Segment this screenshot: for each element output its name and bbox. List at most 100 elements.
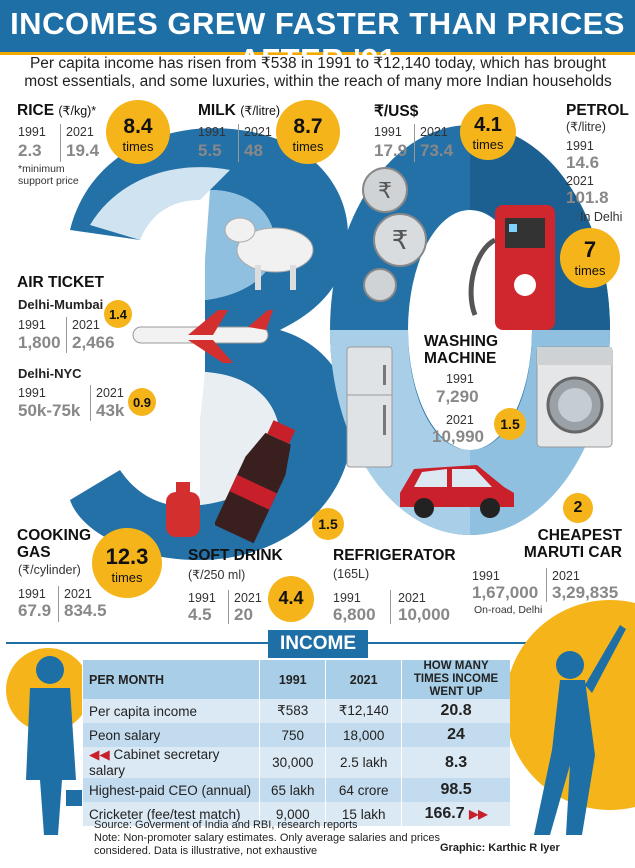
svg-text:₹: ₹ [392,226,409,256]
col-times: HOW MANY TIMES INCOME WENT UP [401,660,510,699]
air-r2-year-1991: 1991 [18,386,46,400]
air-route-delhi-mumbai: Delhi-Mumbai [18,297,104,312]
car-value-2021: 3,29,835 [552,583,619,602]
rice-value-1991: 2.3 [18,141,42,160]
fridge-year-1991: 1991 [333,591,361,605]
air-r2-times-badge: 0.9 [128,388,156,416]
soft-drink-label: SOFT DRINK [188,547,283,564]
row-1991: 9,000 [259,802,326,826]
milk-year-2021: 2021 [244,125,272,139]
refrigerator-label: REFRIGERATOR [333,547,456,564]
col-1991: 1991 [259,660,326,699]
row-2021: 2.5 lakh [325,747,402,778]
row-label: Highest-paid CEO (annual) [81,778,260,802]
car-note: On-road, Delhi [474,604,543,616]
page-title: INCOMES GREW FASTER THAN PRICES AFTER '9… [10,6,625,77]
rice-label: RICE (₹/kg)* [17,102,97,119]
row-times: 20.8 [401,699,510,723]
rewind-icon: ◀◀ [89,747,110,762]
milk-divider [238,124,239,162]
washing-value-2021: 10,990 [432,427,484,446]
rice-year-2021: 2021 [66,125,94,139]
gas-year-1991: 1991 [18,587,46,601]
soft-value-2021: 20 [234,605,253,624]
petrol-label: PETROL [566,102,629,119]
col-per-month: PER MONTH [81,660,260,699]
gas-unit: (₹/cylinder) [18,563,81,577]
cooking-gas-label: COOKING GAS [17,527,92,561]
petrol-year-2021: 2021 [566,174,594,188]
rupee-divider [414,124,415,162]
intro-text: Per capita income has risen from ₹538 in… [24,55,612,90]
washing-year-2021: 2021 [446,413,474,427]
soft-drink-icon [215,420,296,544]
air-r1-divider [66,317,67,353]
milk-label: MILK (₹/litre) [198,102,281,119]
row-2021: ₹12,140 [325,699,402,723]
fridge-year-2021: 2021 [398,591,426,605]
washing-year-1991: 1991 [446,372,474,386]
car-divider [546,568,547,602]
milk-year-1991: 1991 [198,125,226,139]
air-r1-year-2021: 2021 [72,318,100,332]
washing-times-badge: 1.5 [494,408,526,440]
car-icon [400,465,514,518]
rice-times-badge: 8.4 times [106,100,170,164]
row-times: 24 [401,723,510,747]
row-1991: 750 [259,723,326,747]
row-times: 8.3 [401,747,510,778]
air-r2-divider [90,385,91,421]
gas-times-badge: 12.3 times [92,528,162,598]
soft-value-1991: 4.5 [188,605,212,624]
gas-value-2021: 834.5 [64,601,107,620]
row-2021: 64 crore [325,778,402,802]
air-route-delhi-nyc: Delhi-NYC [18,366,82,381]
row-times: 98.5 [401,778,510,802]
rice-year-1991: 1991 [18,125,46,139]
air-r2-value-2021: 43k [96,401,125,420]
petrol-unit: (₹/litre) [566,120,606,134]
air-r1-value-2021: 2,466 [72,333,115,352]
fridge-unit: (165L) [333,567,370,581]
coins-icon: ₹ ₹ [362,167,427,302]
income-header-row: PER MONTH 1991 2021 HOW MANY TIMES INCOM… [81,660,510,699]
airplane-icon [132,310,273,363]
graphic-credit: Graphic: Karthic R Iyer [440,842,560,854]
petrol-value-1991: 14.6 [566,153,600,172]
car-year-2021: 2021 [552,569,580,583]
income-table-wrap: PER MONTH 1991 2021 HOW MANY TIMES INCOM… [81,660,510,826]
fridge-value-1991: 6,800 [333,605,376,624]
income-table: PER MONTH 1991 2021 HOW MANY TIMES INCOM… [81,660,510,826]
air-r1-value-1991: 1,800 [18,333,61,352]
soft-year-1991: 1991 [188,591,216,605]
rupee-label: ₹/US$ [374,103,419,120]
row-label: Peon salary [81,723,260,747]
row-label: ◀◀ Cabinet secretary salary [81,747,260,778]
refrigerator-icon [346,346,393,468]
disclaimer-text: Note: Non-promoter salary estimates. Onl… [94,832,441,857]
soft-drink-unit: (₹/250 ml) [188,568,246,582]
row-label: Cricketer (fee/test match) [81,802,260,826]
row-times: 166.7 ▶▶ [401,802,510,826]
table-row: Per capita income ₹583 ₹12,140 20.8 [81,699,510,723]
rupee-value-2021: 73.4 [420,141,454,160]
petrol-pump-icon [468,205,555,330]
cricketer-icon [505,600,635,835]
air-ticket-label: AIR TICKET [17,274,104,291]
car-year-1991: 1991 [472,569,500,583]
table-row: Peon salary 750 18,000 24 [81,723,510,747]
petrol-times-badge: 7 times [560,228,620,288]
washing-value-1991: 7,290 [436,387,479,406]
soft-year-2021: 2021 [234,591,262,605]
income-heading: INCOME [268,630,368,658]
svg-text:₹: ₹ [378,179,392,204]
rice-divider [60,124,61,162]
washing-machine-icon [536,346,613,448]
petrol-value-2021: 101.8 [566,188,609,207]
car-times-badge: 2 [563,493,593,523]
table-row: Cricketer (fee/test match) 9,000 15 lakh… [81,802,510,826]
gas-year-2021: 2021 [64,587,92,601]
row-2021: 15 lakh [325,802,402,826]
milk-times-badge: 8.7 times [276,100,340,164]
rupee-times-badge: 4.1 times [460,104,516,160]
